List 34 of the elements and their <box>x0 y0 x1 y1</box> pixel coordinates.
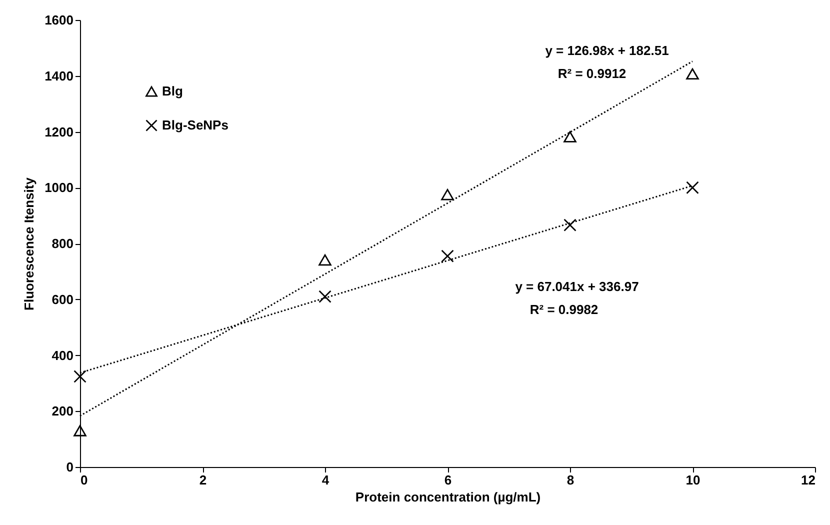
point <box>318 254 332 266</box>
point <box>564 218 576 232</box>
x-tick-label: 4 <box>322 472 330 488</box>
legend-label: Blg-SeNPs <box>162 118 228 132</box>
x-tick-label: 6 <box>444 472 452 488</box>
point <box>564 131 576 142</box>
point <box>74 370 86 383</box>
legend-label: Blg <box>162 84 183 98</box>
y-tick-label: 0 <box>66 460 74 474</box>
x-tick-label: 12 <box>801 472 816 488</box>
point <box>441 188 454 200</box>
annotation: y = 126.98x + 182.51 <box>545 43 669 58</box>
y-tick-label: 200 <box>52 404 74 419</box>
x-tick-label: 10 <box>686 472 700 488</box>
annotation: y = 67.041x + 336.97 <box>515 279 639 294</box>
x-tick-label: 2 <box>199 472 207 488</box>
x-tick-label: 8 <box>566 472 574 488</box>
y-axis-title: Fluorescence Itensity <box>22 176 37 310</box>
y-tick-label: 600 <box>52 292 74 307</box>
y-tick-label: 1000 <box>44 180 74 196</box>
x-tick-label: 0 <box>80 472 88 488</box>
y-tick-label: 800 <box>52 236 74 251</box>
x-axis-title: Protein concentration (µg/mL) <box>355 490 541 504</box>
annotation: R² = 0.9912 <box>558 66 626 81</box>
point <box>318 290 332 303</box>
y-tick-label: 1600 <box>44 12 74 28</box>
point <box>686 68 699 80</box>
y-tick-label: 1400 <box>44 68 74 84</box>
point <box>74 425 86 436</box>
y-tick-label: 400 <box>52 348 74 363</box>
annotation: R² = 0.9982 <box>530 302 598 317</box>
y-tick-label: 1200 <box>44 124 74 140</box>
point <box>686 181 699 194</box>
point <box>441 250 454 262</box>
